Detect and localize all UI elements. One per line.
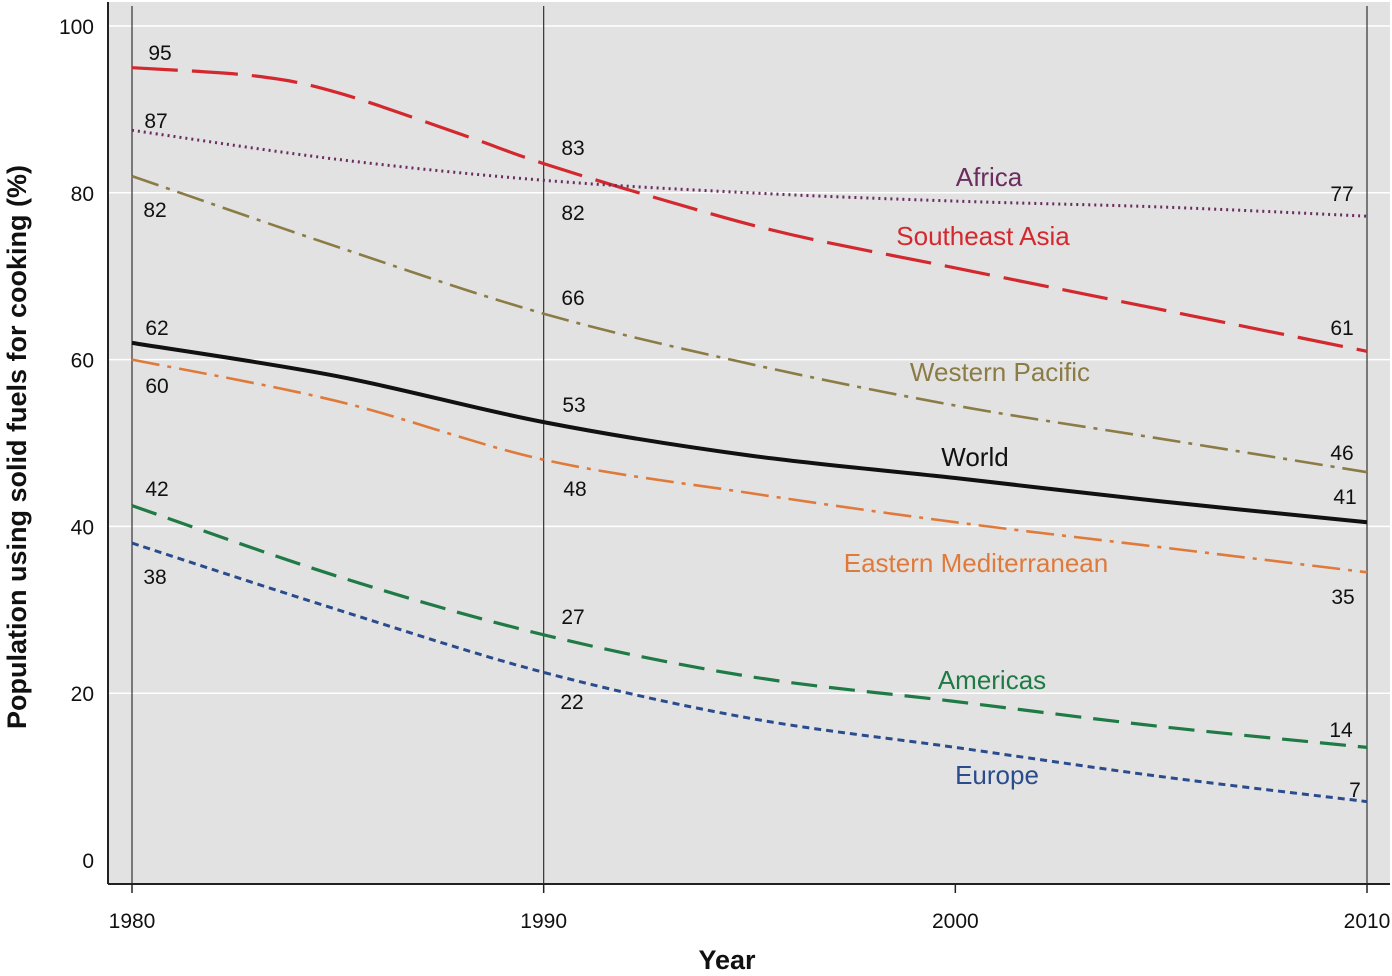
plot-background xyxy=(108,2,1390,884)
data-label-western-pacific-1990: 66 xyxy=(561,287,584,310)
axes xyxy=(107,2,1390,893)
series-line-eastern-mediterranean xyxy=(131,358,1368,574)
x-tick-label-1980: 1980 xyxy=(109,910,156,933)
data-labels: 95 83 61 87 82 77 82 66 46 62 53 41 60 48 35 42 27 14 38 22… xyxy=(143,42,1361,802)
y-tick-label-80: 80 xyxy=(71,183,94,206)
series-line-europe xyxy=(131,541,1368,804)
data-label-europe-1980: 38 xyxy=(143,566,166,589)
series-name-americas: Americas xyxy=(938,665,1046,695)
series-line-western-pacific xyxy=(131,174,1368,474)
data-label-western-pacific-2010: 46 xyxy=(1330,442,1353,465)
data-label-americas-1980: 42 xyxy=(145,478,168,501)
data-label-europe-1990: 22 xyxy=(560,691,583,714)
data-label-eastern-mediterranean-2010: 35 xyxy=(1331,586,1354,609)
series-name-world: World xyxy=(941,442,1008,472)
data-label-southeast-asia-1990: 83 xyxy=(561,137,584,160)
data-label-africa-1990: 82 xyxy=(561,202,584,225)
data-label-world-1990: 53 xyxy=(562,394,585,417)
x-tick-label-2010: 2010 xyxy=(1344,910,1391,933)
series-name-southeast-asia: Southeast Asia xyxy=(896,221,1070,251)
gridlines xyxy=(108,6,1390,884)
y-tick-label-60: 60 xyxy=(71,350,94,373)
data-label-world-1980: 62 xyxy=(145,317,168,340)
data-label-europe-2010: 7 xyxy=(1349,779,1361,802)
data-label-eastern-mediterranean-1980: 60 xyxy=(145,375,168,398)
tick-labels: 1980 1990 2000 2010 0 20 40 60 80 100 xyxy=(59,16,1390,933)
series-line-world xyxy=(131,340,1368,525)
data-label-southeast-asia-1980: 95 xyxy=(148,42,171,65)
series-name-africa: Africa xyxy=(956,162,1023,192)
y-tick-label-40: 40 xyxy=(71,516,94,539)
data-label-africa-2010: 77 xyxy=(1330,183,1353,206)
series-name-western-pacific: Western Pacific xyxy=(910,357,1090,387)
x-tick-label-1990: 1990 xyxy=(520,910,567,933)
x-tick-label-2000: 2000 xyxy=(932,910,979,933)
data-label-western-pacific-1980: 82 xyxy=(143,199,166,222)
series-line-africa xyxy=(131,128,1368,218)
series-name-labels: Southeast Asia Africa Western Pacific World… xyxy=(844,162,1108,790)
data-label-americas-2010: 14 xyxy=(1329,719,1353,742)
data-label-world-2010: 41 xyxy=(1333,486,1356,509)
y-axis-title: Population using solid fuels for cooking… xyxy=(2,165,32,729)
x-axis-title: Year xyxy=(698,945,756,975)
data-label-americas-1990: 27 xyxy=(561,606,584,629)
y-tick-label-100: 100 xyxy=(59,16,94,39)
y-tick-label-20: 20 xyxy=(71,683,94,706)
series-name-europe: Europe xyxy=(955,760,1039,790)
data-label-eastern-mediterranean-1990: 48 xyxy=(563,478,586,501)
data-label-southeast-asia-2010: 61 xyxy=(1330,317,1353,340)
series-name-eastern-mediterranean: Eastern Mediterranean xyxy=(844,548,1108,578)
series-lines xyxy=(131,66,1368,804)
data-label-africa-1980: 87 xyxy=(144,110,167,133)
series-line-southeast-asia xyxy=(131,66,1368,353)
y-tick-label-0: 0 xyxy=(82,850,94,873)
